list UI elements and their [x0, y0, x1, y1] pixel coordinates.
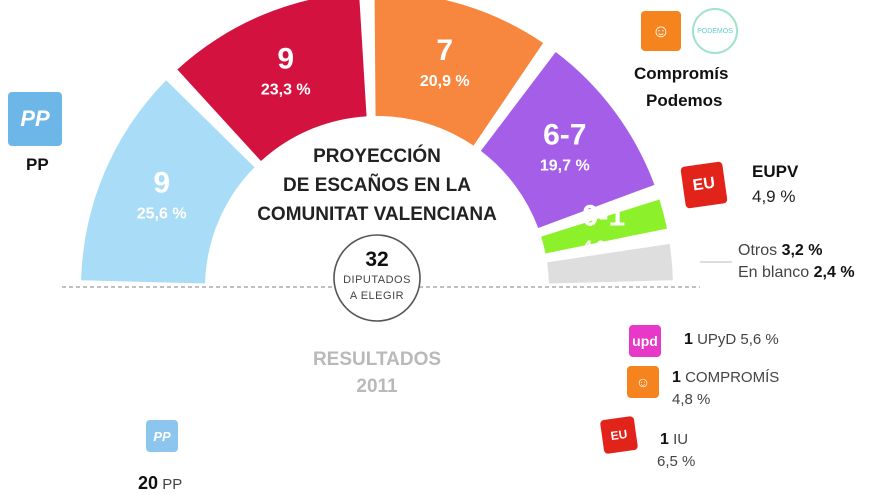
iu-percent: 6,5 % — [657, 453, 696, 470]
upper-slice-2 — [374, 0, 544, 146]
pp-2011-logo: PP — [146, 420, 178, 452]
blanco-row: En blanco 2,4 % — [738, 264, 855, 282]
badge-circle — [333, 234, 421, 322]
otros-row: Otros 3,2 % — [738, 242, 823, 260]
pp-2011-seats: 20 — [138, 473, 159, 493]
podemos-label: Podemos — [646, 91, 723, 110]
compromis-2011-seats: 1 — [672, 369, 681, 386]
iu-row: 1 IU — [660, 431, 688, 449]
seats-label-4: 0-1 — [582, 199, 625, 232]
badge-number: 32 — [365, 248, 389, 271]
eupv-logo: EU — [680, 161, 728, 209]
seats-label-1: 9 — [277, 43, 294, 76]
percent-label-2: 20,9 % — [420, 73, 470, 90]
seats-label-0: 9 — [153, 166, 170, 199]
upyd-logo: upd — [629, 325, 661, 357]
otros-percent: 3,2 % — [781, 242, 823, 259]
percent-label-1: 23,3 % — [261, 82, 311, 99]
percent-label-3: 19,7 % — [540, 157, 590, 174]
upper-slice-3 — [480, 52, 655, 229]
chart-title-line3: COMUNITAT VALENCIANA — [257, 204, 497, 225]
iu-label: IU — [673, 431, 689, 448]
upper-slice-4 — [541, 199, 667, 254]
compromis-label: Compromís — [634, 64, 729, 83]
upyd-label: UPyD 5,6 % — [697, 331, 779, 348]
blanco-percent: 2,4 % — [813, 264, 855, 281]
chart-title-line2: DE ESCAÑOS EN LA — [283, 175, 471, 196]
pp-logo: PP — [8, 92, 62, 146]
blanco-label: En blanco — [738, 264, 810, 281]
chart-title-line1: PROYECCIÓN — [313, 146, 441, 167]
upyd-row: 1 UPyD 5,6 % — [684, 331, 779, 349]
upper-slice-0 — [81, 80, 255, 284]
results-label-line2: 2011 — [356, 376, 398, 397]
percent-label-0: 25,6 % — [137, 205, 187, 222]
percent-label-4: 4,9 % — [583, 238, 624, 255]
upper-slice-5 — [547, 243, 673, 284]
results-label-line1: RESULTADOS — [312, 349, 442, 370]
badge-line1: DIPUTADOS — [343, 274, 411, 286]
eupv-label: EUPV — [752, 162, 799, 181]
compromis-logo: ☺ — [641, 11, 681, 51]
seats-label-2: 7 — [436, 34, 453, 67]
pp-2011-row: 20 PP — [138, 473, 183, 494]
compromis-2011-label: COMPROMÍS — [685, 369, 780, 386]
badge-line2: A ELEGIR — [349, 290, 405, 302]
seats-label-3: 6-7 — [543, 118, 586, 151]
compromis-2011-percent: 4,8 % — [672, 391, 711, 408]
compromis-2011-row: 1 COMPROMÍS — [672, 369, 779, 387]
pp-2011-label: PP — [162, 476, 183, 493]
iu-logo: EU — [599, 415, 639, 455]
upyd-seats: 1 — [684, 331, 693, 348]
podemos-logo: PODEMOS — [692, 8, 738, 54]
iu-seats: 1 — [660, 431, 669, 448]
otros-label: Otros — [738, 242, 778, 259]
compromis-2011-logo: ☺ — [627, 366, 659, 398]
eupv-percent: 4,9 % — [752, 187, 796, 206]
upper-slice-1 — [177, 0, 367, 162]
pp-label: PP — [26, 155, 49, 174]
